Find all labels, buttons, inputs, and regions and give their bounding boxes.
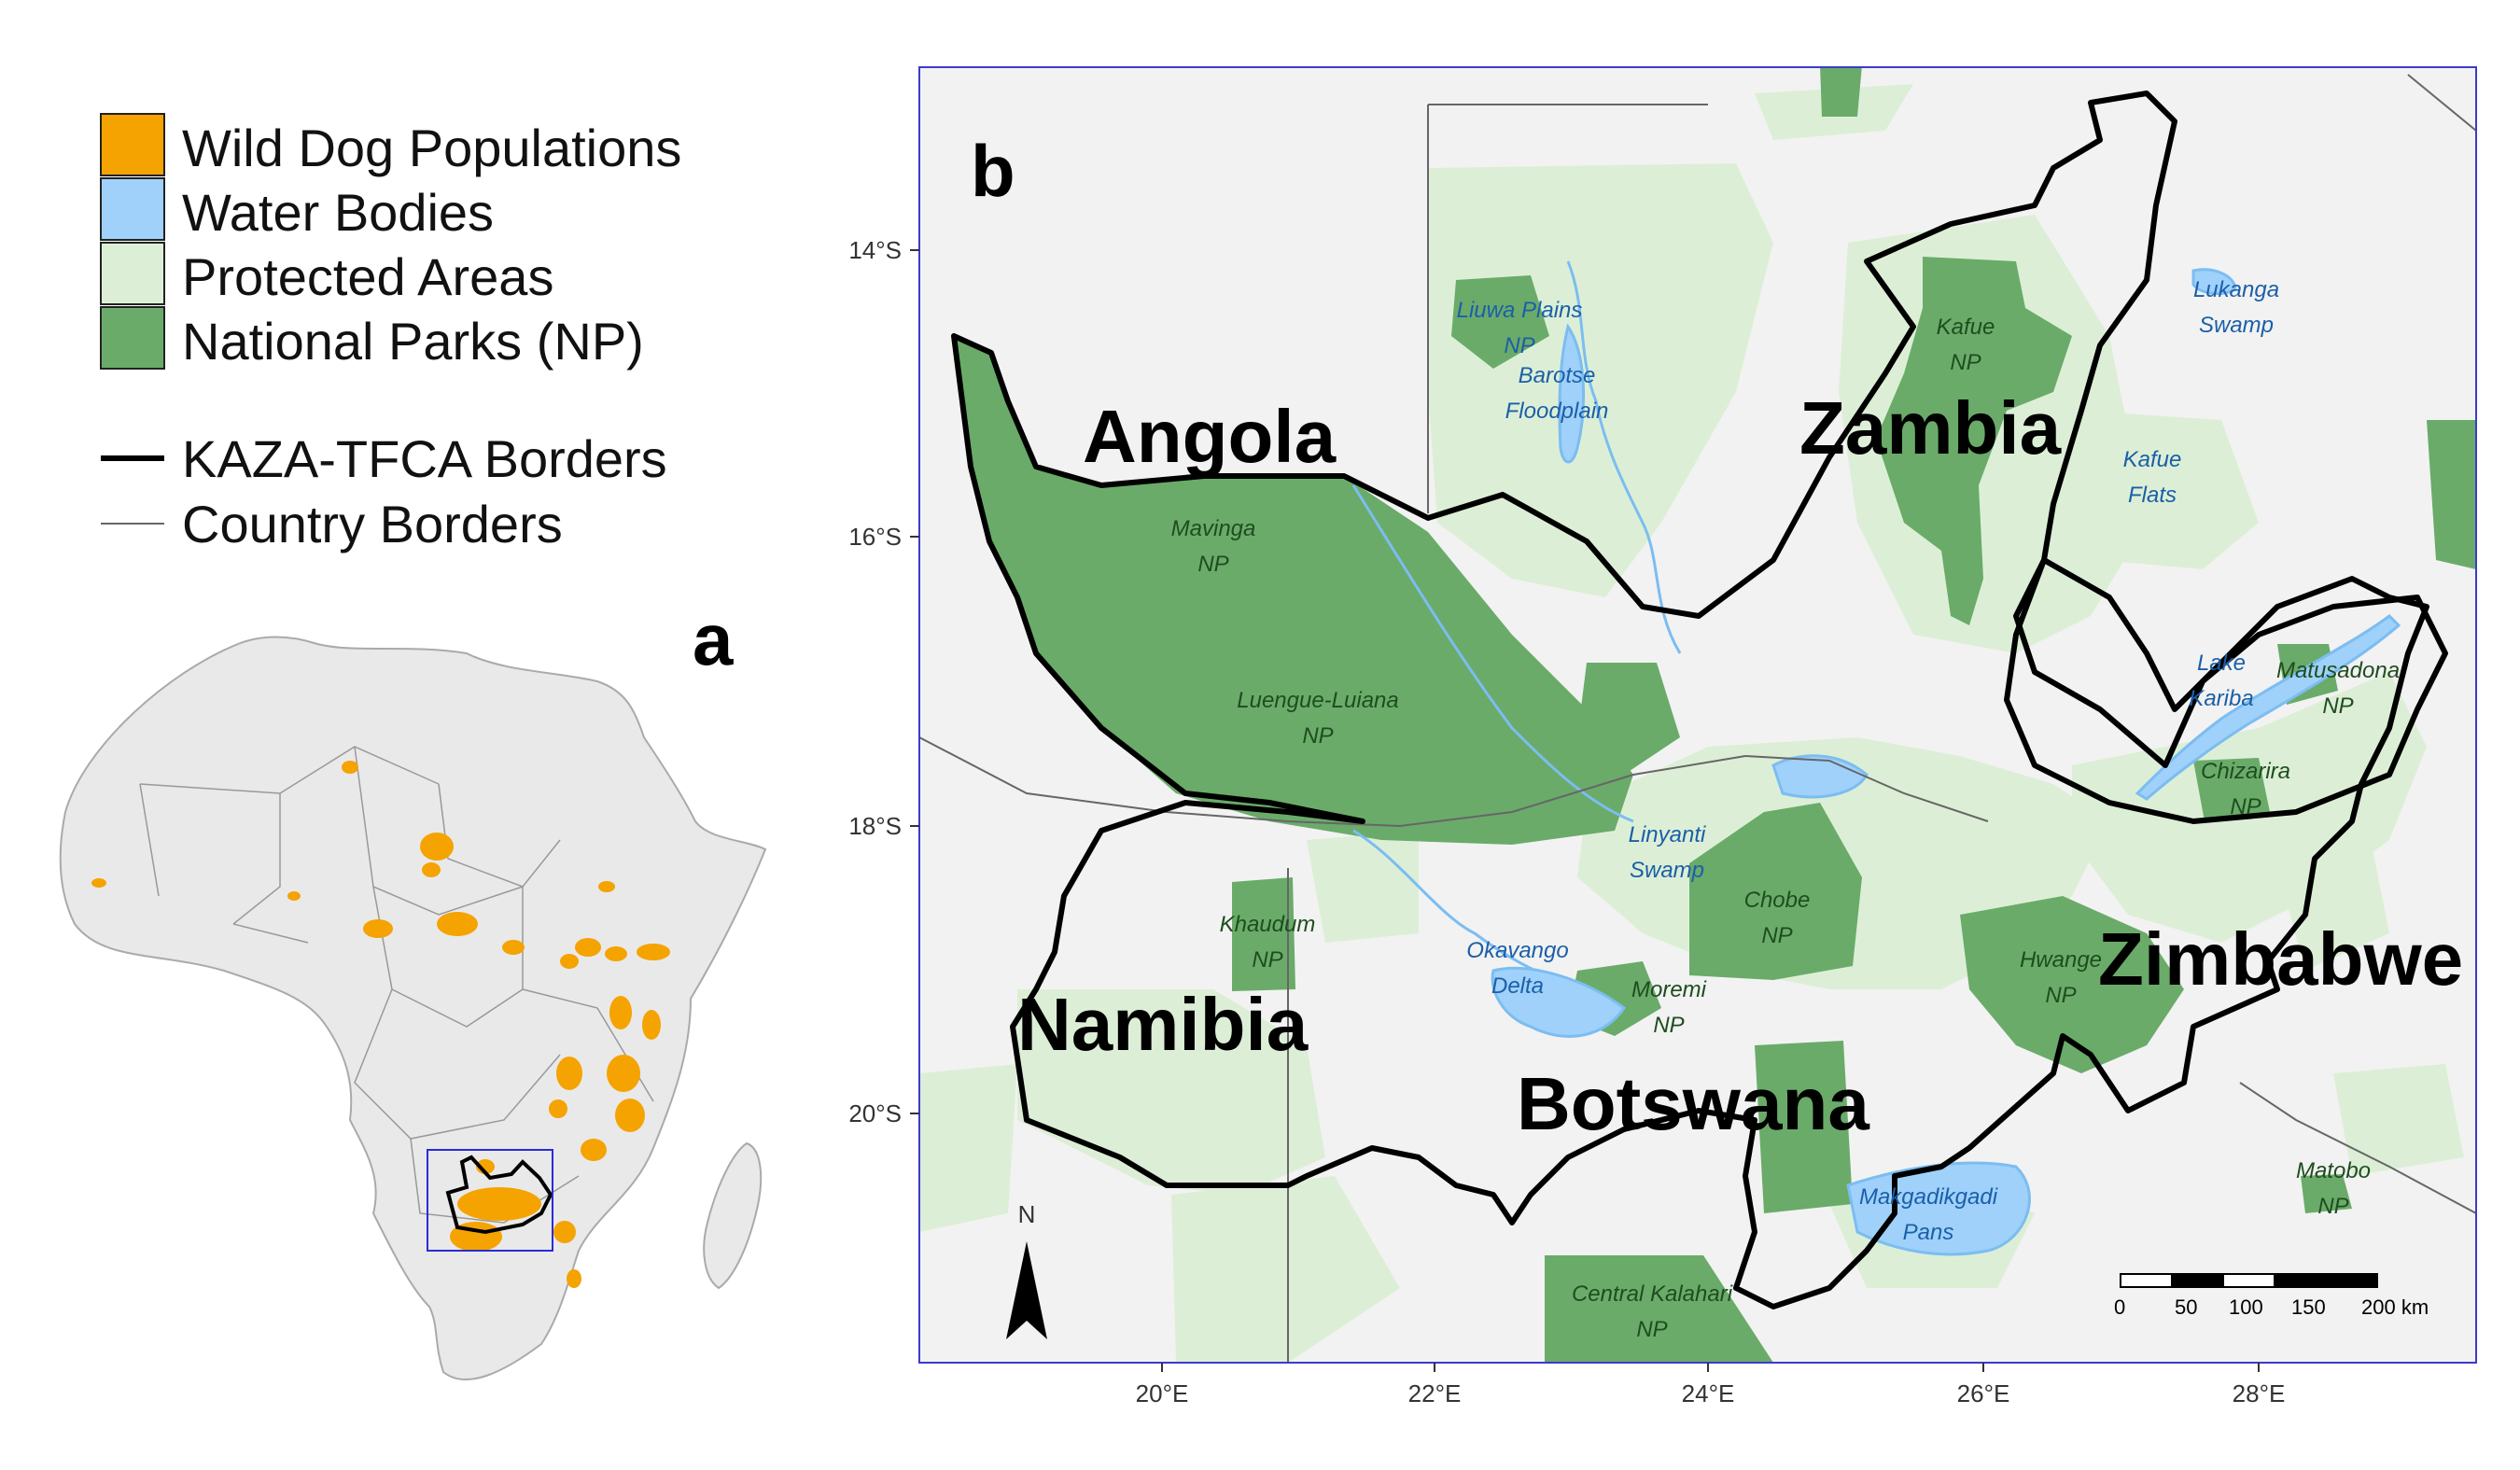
label-luengue-luiana-np: Luengue-Luiana NP [1237, 688, 1399, 749]
label-lukanga-swamp: Lukanga Swamp [2193, 277, 2279, 338]
legend-label-protected: Protected Areas [182, 247, 553, 306]
legend-swatch-protected [100, 242, 165, 305]
scale-bar: 0 50 100 150 200 km [2114, 1273, 2429, 1319]
country-label-zimbabwe: Zimbabwe [2098, 917, 2463, 1001]
central-kalahari-np [1545, 1255, 1773, 1363]
label-central-kalahari-np: Central Kalahari NP [1572, 1281, 1733, 1342]
label-linyanti-swamp: Linyanti Swamp [1629, 822, 1706, 883]
legend-label-wild-dog: Wild Dog Populations [182, 119, 681, 177]
matobo-np [2301, 1174, 2352, 1213]
khaudum-np [1232, 877, 1295, 991]
label-kafue-flats: Kafue Flats [2123, 447, 2182, 508]
north-arrow-letter: N [1018, 1200, 1036, 1228]
label-kafue-np: Kafue NP [1937, 315, 1995, 375]
longitude-axis: 20°E 22°E 24°E 26°E 28°E [1136, 1363, 2286, 1407]
scale-tick-50: 50 [2175, 1295, 2197, 1319]
legend-label-national-parks: National Parks (NP) [182, 312, 644, 371]
cuando-river [1351, 484, 1634, 823]
label-khaudum-np: Khaudum NP [1220, 912, 1316, 973]
country-label-angola: Angola [1083, 395, 1337, 478]
kaza-tfca-border [951, 91, 2429, 1309]
map-frame [918, 66, 2477, 1364]
country-label-botswana: Botswana [1517, 1062, 1869, 1145]
legend-label-water: Water Bodies [182, 183, 494, 242]
legend-swatch-wild-dog [100, 113, 165, 176]
north-arrow: N [1006, 1200, 1047, 1339]
label-liuwa-plains: Liuwa Plains NP [1457, 298, 1583, 358]
lon-tick-26e: 26°E [1957, 1379, 2010, 1407]
lat-tick-14s: 14°S [848, 236, 902, 264]
legend: Wild Dog Populations Water Bodies Protec… [100, 113, 681, 553]
zimbabwe-kaza-loop [2004, 557, 2448, 824]
country-label-zambia: Zambia [1799, 386, 2062, 469]
label-lake-kariba: Lake Kariba [2189, 651, 2253, 711]
mavinga-luengue-luiana-np [952, 336, 1633, 845]
africa-continent [59, 636, 767, 1380]
lon-tick-22e: 22°E [1408, 1379, 1462, 1407]
scale-tick-150: 150 [2291, 1295, 2326, 1319]
lat-tick-16s: 16°S [848, 523, 902, 551]
label-chizarira-np: Chizarira NP [2201, 759, 2290, 819]
africa-kaza-border [445, 1155, 553, 1235]
north-arrow-icon [1006, 1241, 1047, 1339]
kafue-np [1876, 257, 2072, 625]
africa-country-borders [139, 746, 654, 1224]
label-matobo-np: Matobo NP [2296, 1158, 2371, 1219]
panel-a-letter: a [693, 598, 734, 680]
label-chobe-np: Chobe NP [1744, 888, 1811, 948]
label-makgadikgadi-pans: Makgadikgadi Pans [1859, 1184, 1998, 1245]
panel-b-extent-box [427, 1149, 553, 1252]
scale-tick-0: 0 [2114, 1295, 2125, 1319]
makgadikgadi-np [1755, 1041, 1853, 1213]
scale-tick-100: 100 [2229, 1295, 2263, 1319]
wild-dog-populations [91, 761, 670, 1288]
panel-a-africa-map: a [59, 598, 767, 1380]
madagascar [703, 1141, 763, 1290]
lukanga-swamp [2191, 268, 2237, 296]
label-barotse-floodplain: Barotse Floodplain [1505, 363, 1609, 424]
latitude-axis: 14°S 16°S 18°S 20°S [848, 236, 919, 1127]
barotse-floodplain [1558, 323, 1586, 464]
label-okavango-delta: Okavango Delta [1466, 938, 1568, 999]
legend-label-country: Country Borders [182, 495, 563, 553]
lake-kariba [2135, 614, 2401, 801]
lat-tick-18s: 18°S [848, 812, 902, 840]
label-hwange-np: Hwange NP [2020, 947, 2102, 1008]
label-matusadona-np: Matusadona NP [2276, 658, 2400, 719]
chobe-np [1689, 803, 1862, 980]
legend-label-kaza: KAZA-TFCA Borders [182, 429, 667, 488]
label-mavinga-np: Mavinga NP [1171, 516, 1256, 577]
chizarira-np [2193, 758, 2270, 821]
scale-tick-200: 200 km [2361, 1295, 2429, 1319]
liuwa-plains-np [1451, 275, 1549, 369]
lon-tick-28e: 28°E [2233, 1379, 2286, 1407]
country-borders [919, 74, 2476, 1363]
panel-b-detail-map: b Angola Zambia Namibia Botswana Zimbabw… [848, 66, 2477, 1407]
lon-tick-20e: 20°E [1136, 1379, 1189, 1407]
water-bodies [1351, 260, 2401, 1256]
hwange-np [1960, 896, 2184, 1073]
legend-swatch-national-parks [100, 306, 165, 370]
okavango-delta [1491, 966, 1627, 1038]
country-label-namibia: Namibia [1017, 983, 1309, 1066]
national-parks [952, 67, 2476, 1363]
lon-tick-24e: 24°E [1682, 1379, 1735, 1407]
legend-swatch-water [100, 177, 165, 241]
label-moremi-np: Moremi NP [1631, 977, 1707, 1038]
panel-b-letter: b [971, 130, 1015, 212]
lat-tick-20s: 20°S [848, 1099, 902, 1127]
zambezi-river [1566, 260, 1682, 654]
